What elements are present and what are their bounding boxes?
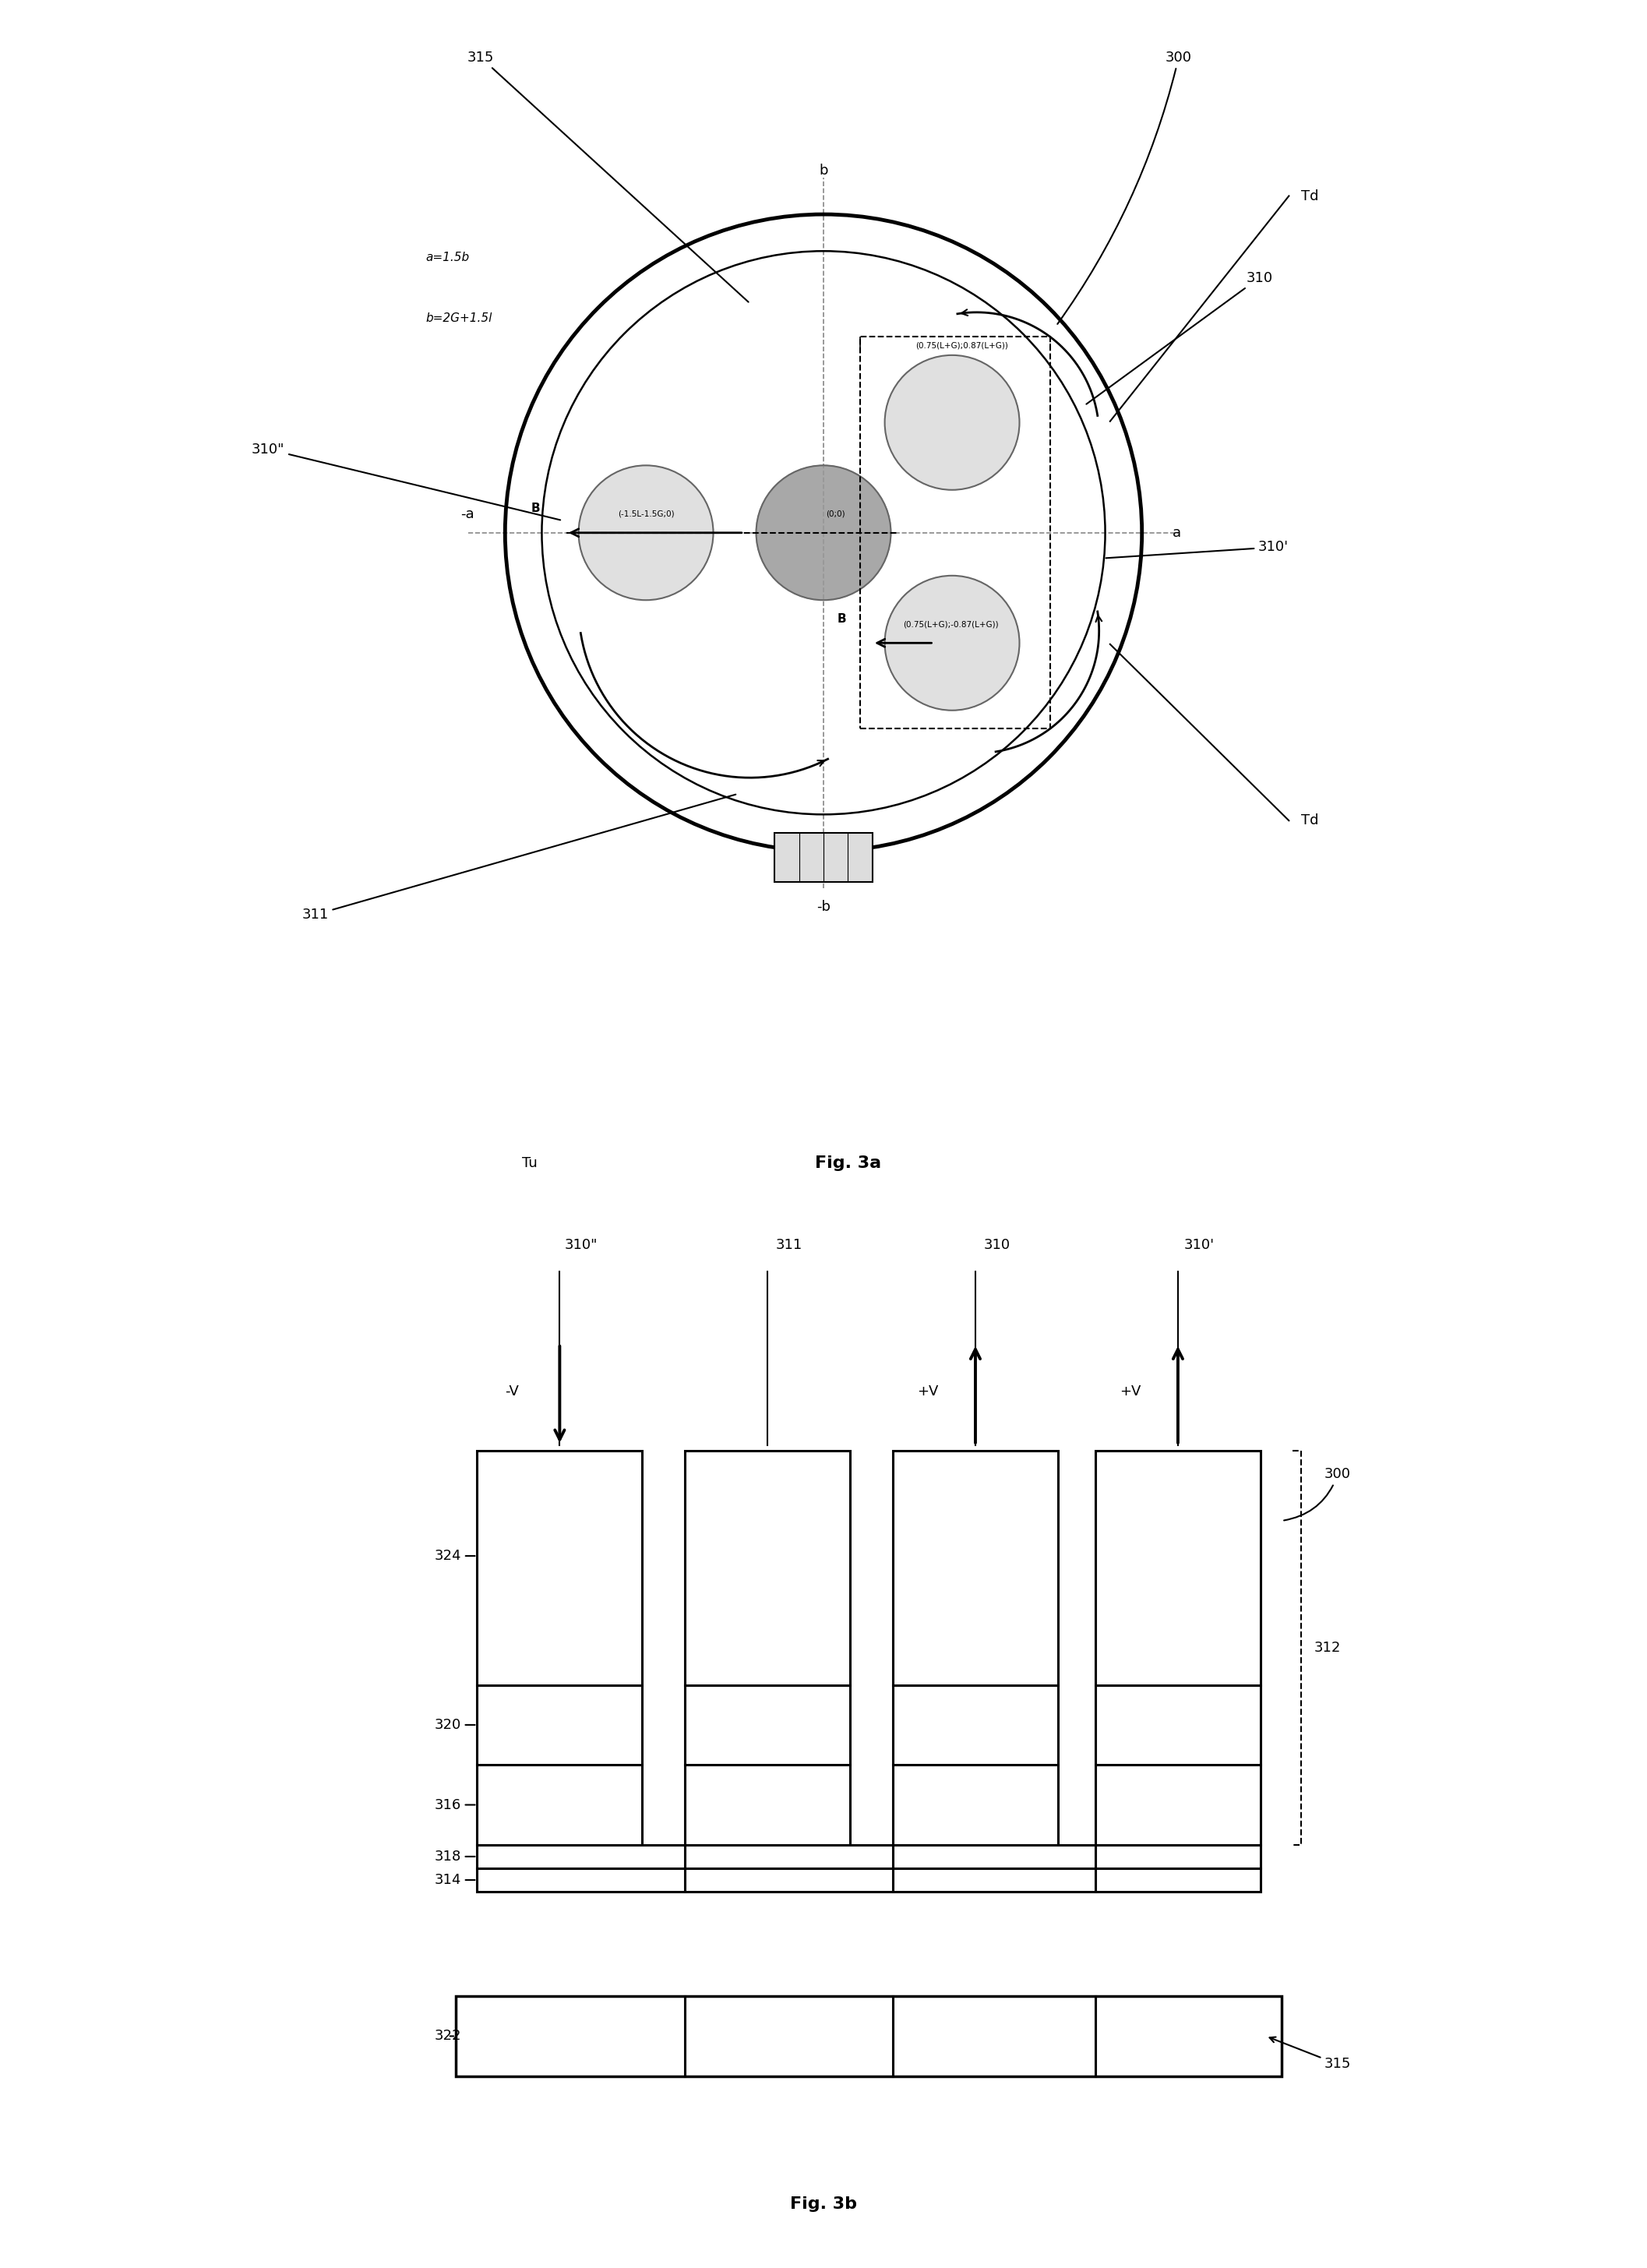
Bar [1095,1765,1260,1844]
Text: -b: -b [817,900,830,914]
Text: 324: 324 [435,1549,474,1563]
Text: 310': 310' [1105,540,1288,558]
Circle shape [578,465,713,601]
Text: (0.75(L+G);-0.87(L+G)): (0.75(L+G);-0.87(L+G)) [903,621,998,628]
Text: b=2G+1.5l: b=2G+1.5l [425,313,492,324]
Bar [1095,1685,1260,1765]
Text: a=1.5b: a=1.5b [425,252,469,263]
Text: 310': 310' [1184,1238,1214,1252]
Text: 310": 310" [565,1238,598,1252]
Text: 310: 310 [1087,270,1273,404]
Text: b: b [819,163,828,177]
Text: 318: 318 [435,1848,474,1864]
Text: 315: 315 [468,50,748,302]
Bar [893,1452,1057,1685]
Bar [685,1452,850,1685]
Bar [860,336,1051,728]
Text: Fig. 3b: Fig. 3b [791,2195,856,2211]
Text: (0;0): (0;0) [827,510,845,517]
Text: (-1.5L-1.5G;0): (-1.5L-1.5G;0) [618,510,674,517]
Text: B: B [532,503,540,515]
Text: -V: -V [504,1386,519,1399]
Text: 311: 311 [301,794,736,921]
Text: 320: 320 [435,1717,474,1733]
Bar [478,1844,1260,1869]
Bar [774,832,873,882]
Bar [893,1765,1057,1844]
Text: 300: 300 [1057,50,1192,324]
Bar [478,1685,642,1765]
Text: +V: +V [917,1386,939,1399]
Text: 322: 322 [435,2030,461,2043]
Bar [685,1685,850,1765]
Text: (0.75(L+G);0.87(L+G)): (0.75(L+G);0.87(L+G)) [916,340,1008,349]
Text: 314: 314 [435,1873,474,1887]
Bar [478,1765,642,1844]
Circle shape [756,465,891,601]
Bar [685,1765,850,1844]
Text: a: a [1173,526,1181,540]
Circle shape [884,576,1019,710]
Text: 312: 312 [1314,1640,1341,1656]
Bar [893,1685,1057,1765]
Text: Fig. 3a: Fig. 3a [815,1157,881,1170]
Text: Tu: Tu [522,1157,537,1170]
Text: 311: 311 [776,1238,802,1252]
Text: Td: Td [1301,188,1319,202]
Bar [1095,1452,1260,1685]
Bar [478,1869,1260,1892]
Bar [456,1996,1281,2075]
Text: B: B [837,612,847,624]
Text: +V: +V [1120,1386,1141,1399]
Text: 315: 315 [1270,2037,1351,2071]
Text: -a: -a [461,508,474,522]
Text: 310": 310" [252,442,560,519]
Text: 300: 300 [1285,1467,1351,1520]
Text: 316: 316 [435,1799,474,1812]
Text: Td: Td [1301,814,1319,828]
Text: 310: 310 [983,1238,1010,1252]
Bar [478,1452,642,1685]
Circle shape [884,356,1019,490]
